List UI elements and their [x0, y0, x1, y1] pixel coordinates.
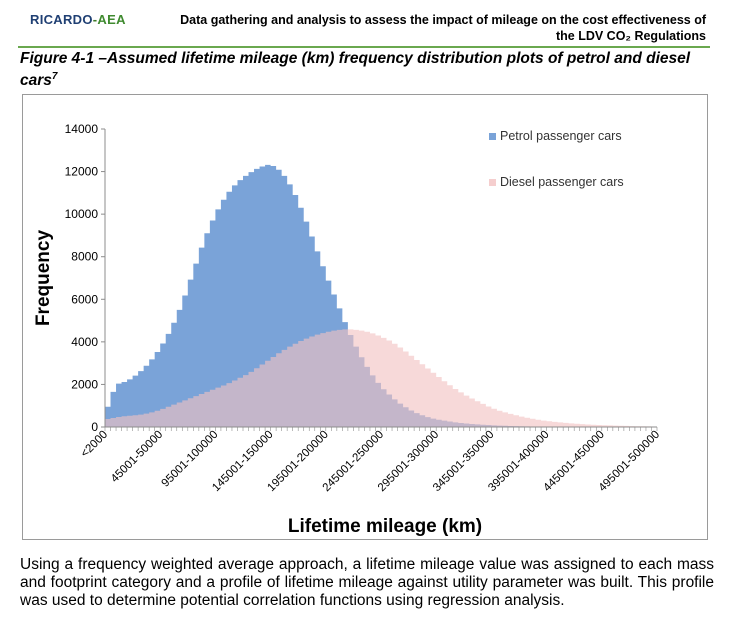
- plot-area: [105, 164, 657, 428]
- footnote-ref: 7: [51, 71, 58, 82]
- y-tick-label: 6000: [71, 292, 98, 306]
- legend: Petrol passenger cars Diesel passenger ca…: [489, 129, 624, 189]
- y-tick-label: 4000: [71, 335, 98, 349]
- document-title: Data gathering and analysis to assess th…: [146, 12, 706, 44]
- legend-swatch-petrol: [489, 133, 496, 140]
- ricardo-aea-logo: RICARDO-AEA: [30, 12, 126, 27]
- document-title-line-1: Data gathering and analysis to assess th…: [180, 13, 706, 27]
- y-tick-label: 8000: [71, 250, 98, 264]
- logo-dash: -: [92, 12, 98, 27]
- series-area-petrol: [105, 164, 657, 428]
- logo-sub: AEA: [97, 12, 126, 27]
- document-title-line-2: the LDV CO₂ Regulations: [555, 29, 706, 43]
- chart-frame: 0 2000 4000 6000 8000 10000 12000 14000 <2000 450…: [22, 94, 708, 540]
- legend-label-diesel: Diesel passenger cars: [500, 175, 624, 189]
- logo-main: RICARDO: [30, 12, 93, 27]
- y-tick-label: 10000: [65, 207, 99, 221]
- y-tick-label: 14000: [65, 122, 99, 136]
- x-tick-label: 95001-100000: [160, 429, 221, 490]
- x-tick-label: 495001-500000: [597, 429, 662, 494]
- figure-caption: Figure 4-1 –Assumed lifetime mileage (km…: [20, 50, 712, 90]
- frequency-distribution-chart: 02000400060008000100001200014000<2000450…: [33, 122, 662, 537]
- series-area-diesel: [105, 329, 657, 427]
- legend-label-petrol: Petrol passenger cars: [500, 129, 622, 143]
- y-tick-label: 0: [91, 420, 98, 434]
- x-axis-title: Lifetime mileage (km): [288, 516, 482, 537]
- figure-caption-text: Figure 4-1 –Assumed lifetime mileage (km…: [20, 50, 691, 90]
- y-axis-title: Frequency: [33, 230, 54, 327]
- x-tick-label: 45001-50000: [109, 429, 165, 485]
- y-tick-label: 12000: [65, 165, 99, 179]
- legend-swatch-diesel: [489, 179, 496, 186]
- body-paragraph: Using a frequency weighted average appro…: [20, 556, 714, 609]
- page-header: RICARDO-AEA Data gathering and analysis …: [18, 8, 710, 48]
- y-tick-label: 2000: [71, 377, 98, 391]
